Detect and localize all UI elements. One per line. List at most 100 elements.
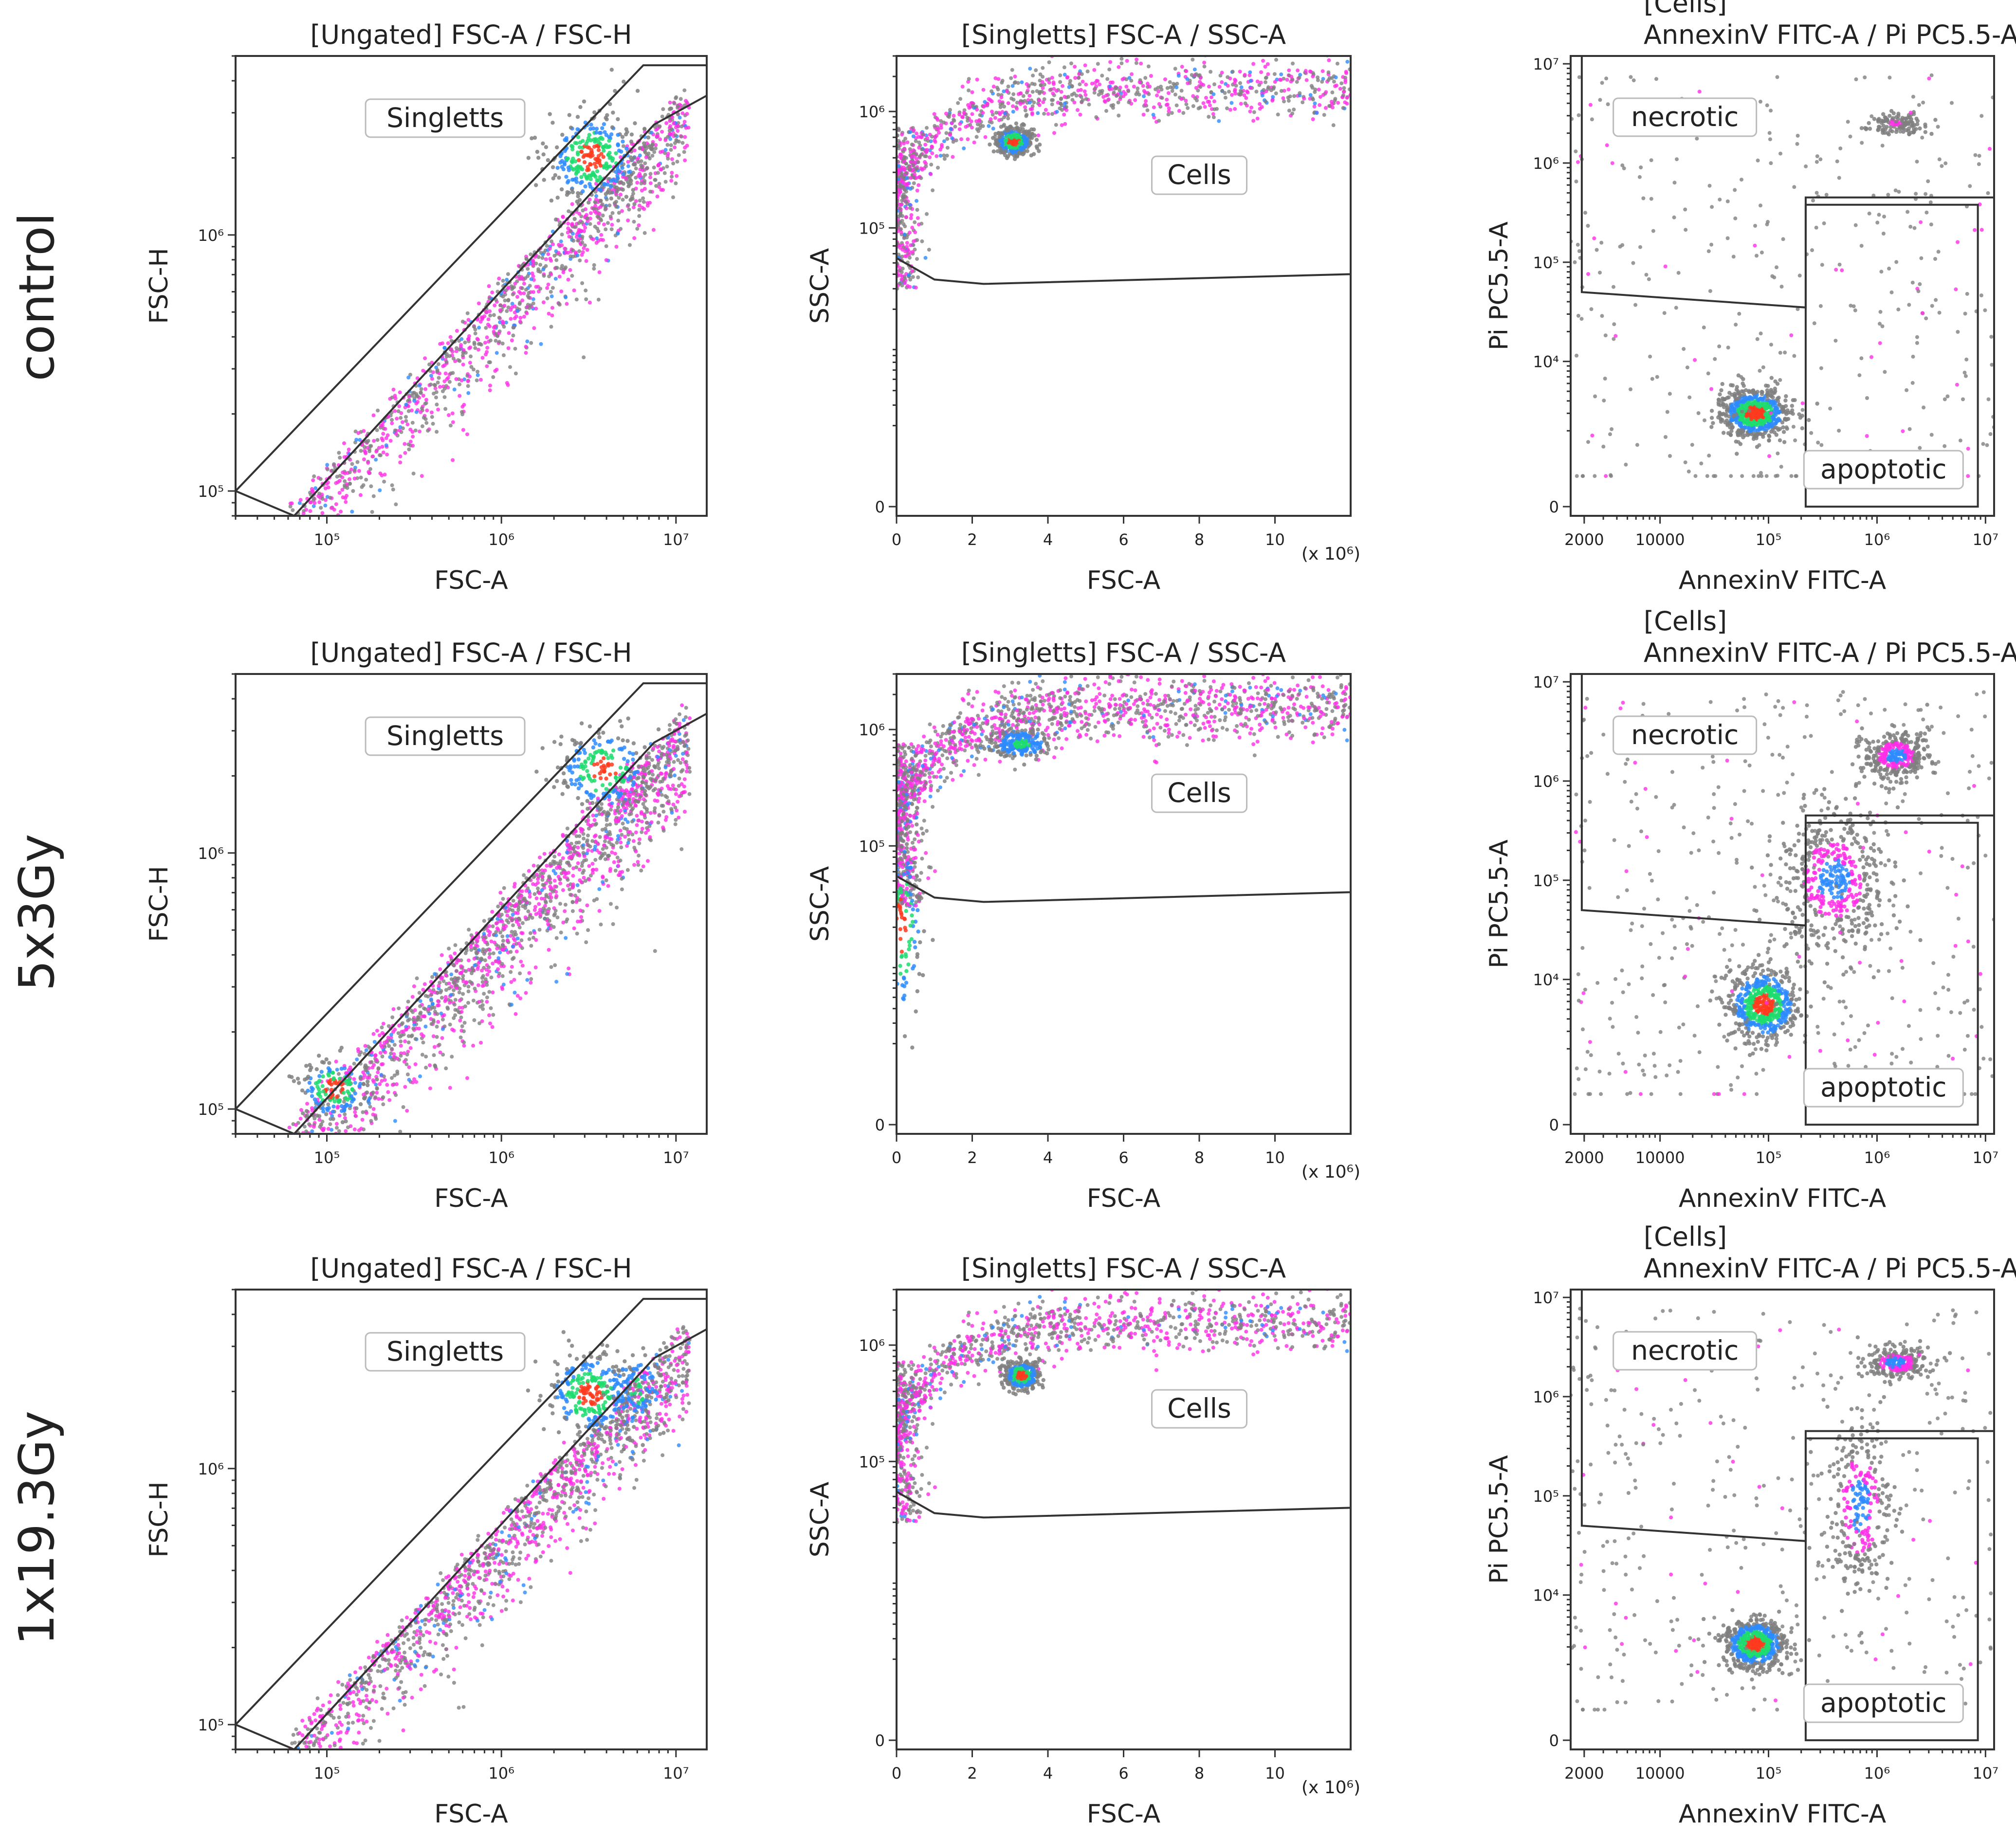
x-tick-label: 6 — [1118, 1148, 1128, 1167]
y-tick-label: 0 — [875, 498, 885, 516]
events-5x3gy-fsc — [287, 703, 692, 1134]
x-axis-title: AnnexinV FITC-A — [1679, 1800, 1887, 1829]
x-tick-label: 10000 — [1635, 1148, 1685, 1167]
y-tick-label: 10⁵ — [1533, 872, 1559, 890]
population-cell-arc — [897, 56, 1351, 291]
y-tick-label: 10⁶ — [1533, 1388, 1559, 1406]
gate-label-apoptotic: apoptotic — [1820, 454, 1946, 485]
x-tick-label: 10⁶ — [488, 1764, 514, 1783]
x-tick-label: 10⁷ — [663, 530, 689, 549]
x-tick-label: 10⁵ — [314, 530, 340, 549]
gate-label-box — [1151, 1389, 1247, 1429]
events-control-annexin — [1571, 73, 1994, 478]
y-tick-label: 10⁴ — [1533, 353, 1559, 371]
population-cell-peak — [997, 1355, 1045, 1397]
x-tick-label: 10⁶ — [488, 1148, 514, 1167]
population-live-cells — [1708, 939, 1813, 1057]
gate-necrotic — [1580, 1289, 1995, 1542]
x-axis-title: FSC-A — [434, 1184, 508, 1213]
x-tick-label: 2000 — [1564, 530, 1604, 549]
y-tick-label: 10⁵ — [198, 1716, 224, 1734]
x-tick-label: 10⁵ — [314, 1764, 340, 1783]
panel-title: [Cells] — [1644, 0, 1727, 18]
row-label-control: control — [8, 213, 65, 382]
x-tick-label: 6 — [1118, 1764, 1128, 1783]
gate-label-Singletts: Singletts — [386, 720, 504, 751]
y-tick-label: 10⁶ — [859, 721, 885, 739]
panel-control-fsc: Singletts 10⁵ 10⁶ 10⁷ 10⁵ 10⁶ FSC-A FSC-H [Ungat… — [145, 19, 708, 595]
gate-label-box — [365, 1332, 526, 1372]
panel-title: [Singletts] FSC-A / SSC-A — [961, 1253, 1286, 1284]
population-background — [1571, 73, 1994, 478]
gate-necrotic — [1580, 673, 1995, 927]
y-axis-title: SSC-A — [806, 866, 835, 942]
panel-5x3gy-fsc: Singletts 10⁵ 10⁶ 10⁷ 10⁵ 10⁶ FSC-A FSC-H [Ungat… — [145, 637, 708, 1213]
x-tick-label: 4 — [1043, 530, 1053, 549]
population-apoptotic-column — [1807, 1395, 1905, 1645]
gate-label-box — [1803, 1068, 1964, 1108]
y-axis-title: FSC-H — [145, 248, 174, 324]
x-multiplier-label: (x 10⁶) — [1301, 544, 1360, 564]
x-tick-label: 8 — [1194, 530, 1204, 549]
gate-label-Singletts: Singletts — [386, 1336, 504, 1367]
x-tick-label: 10⁷ — [663, 1764, 689, 1783]
population-cell-arc — [897, 1290, 1351, 1525]
x-tick-label: 4 — [1043, 1148, 1053, 1167]
population-late-dead — [1850, 703, 1938, 791]
population-live-cells — [1709, 373, 1819, 456]
population-live-cells — [1702, 1608, 1812, 1682]
gate-label-box — [1151, 773, 1247, 813]
y-tick-label: 0 — [1549, 498, 1559, 516]
gate-necrotic — [1580, 55, 1995, 309]
x-tick-label: 10⁷ — [1973, 1148, 1999, 1167]
y-tick-label: 0 — [1549, 1731, 1559, 1750]
y-tick-label: 10⁵ — [859, 837, 885, 855]
y-tick-label: 10⁴ — [1533, 971, 1559, 989]
plot-frame — [235, 1289, 708, 1750]
x-tick-label: 10⁵ — [1756, 1148, 1782, 1167]
panel-title: [Singletts] FSC-A / SSC-A — [961, 637, 1286, 668]
x-axis-title: FSC-A — [434, 566, 508, 595]
x-tick-label: 10 — [1265, 1764, 1285, 1783]
gate-label-box — [365, 716, 526, 756]
x-tick-label: 0 — [892, 1764, 901, 1783]
y-tick-label: 10⁵ — [859, 219, 885, 237]
x-axis-title: FSC-A — [1087, 566, 1161, 595]
y-axis-title: SSC-A — [806, 1481, 835, 1557]
population-cell-peak — [982, 726, 1058, 767]
y-tick-label: 10⁷ — [1533, 55, 1559, 73]
events-1x19gy-annexin — [1571, 1307, 1993, 1712]
gate-Cells — [896, 55, 1352, 285]
y-axis-title: SSC-A — [806, 248, 835, 324]
x-tick-label: 8 — [1194, 1764, 1204, 1783]
x-tick-label: 10 — [1265, 1148, 1285, 1167]
y-tick-label: 10⁶ — [1533, 154, 1559, 173]
gate-Cells — [896, 673, 1352, 903]
x-tick-label: 2 — [967, 1148, 977, 1167]
population-late-dead — [1859, 109, 1938, 137]
x-tick-label: 2 — [967, 530, 977, 549]
y-tick-label: 10⁵ — [1533, 254, 1559, 272]
y-tick-label: 10⁴ — [1533, 1586, 1559, 1605]
y-axis-title: FSC-H — [145, 1481, 174, 1557]
x-multiplier-label: (x 10⁶) — [1301, 1778, 1360, 1798]
y-axis-title: Pi PC5.5-A — [1485, 221, 1514, 350]
y-tick-label: 10⁶ — [1533, 772, 1559, 791]
gate-label-Singletts: Singletts — [386, 102, 504, 133]
x-tick-label: 10⁵ — [1756, 530, 1782, 549]
panel-5x3gy-cells: Cells 0 2 4 6 8 10 0 10⁵ 10⁶ (x 10⁶) FSC-A SSC-A [Sin… — [806, 637, 1360, 1213]
y-axis-title: Pi PC5.5-A — [1485, 839, 1514, 968]
x-tick-label: 4 — [1043, 1764, 1053, 1783]
gate-label-box — [1613, 97, 1758, 137]
events-5x3gy-cells — [897, 674, 1351, 1050]
y-tick-label: 0 — [1549, 1116, 1559, 1134]
y-tick-label: 10⁷ — [1533, 673, 1559, 692]
panel-subtitle: AnnexinV FITC-A / Pi PC5.5-A — [1644, 19, 2016, 50]
population-debris-column — [897, 822, 935, 1050]
population-diagonal-singlets — [288, 88, 691, 516]
panel-title: [Ungated] FSC-A / FSC-H — [310, 1253, 632, 1284]
events-control-cells — [897, 56, 1351, 291]
gate-label-necrotic: necrotic — [1631, 1335, 1739, 1366]
panel-subtitle: AnnexinV FITC-A / Pi PC5.5-A — [1644, 637, 2016, 668]
y-tick-label: 10⁶ — [198, 844, 224, 863]
